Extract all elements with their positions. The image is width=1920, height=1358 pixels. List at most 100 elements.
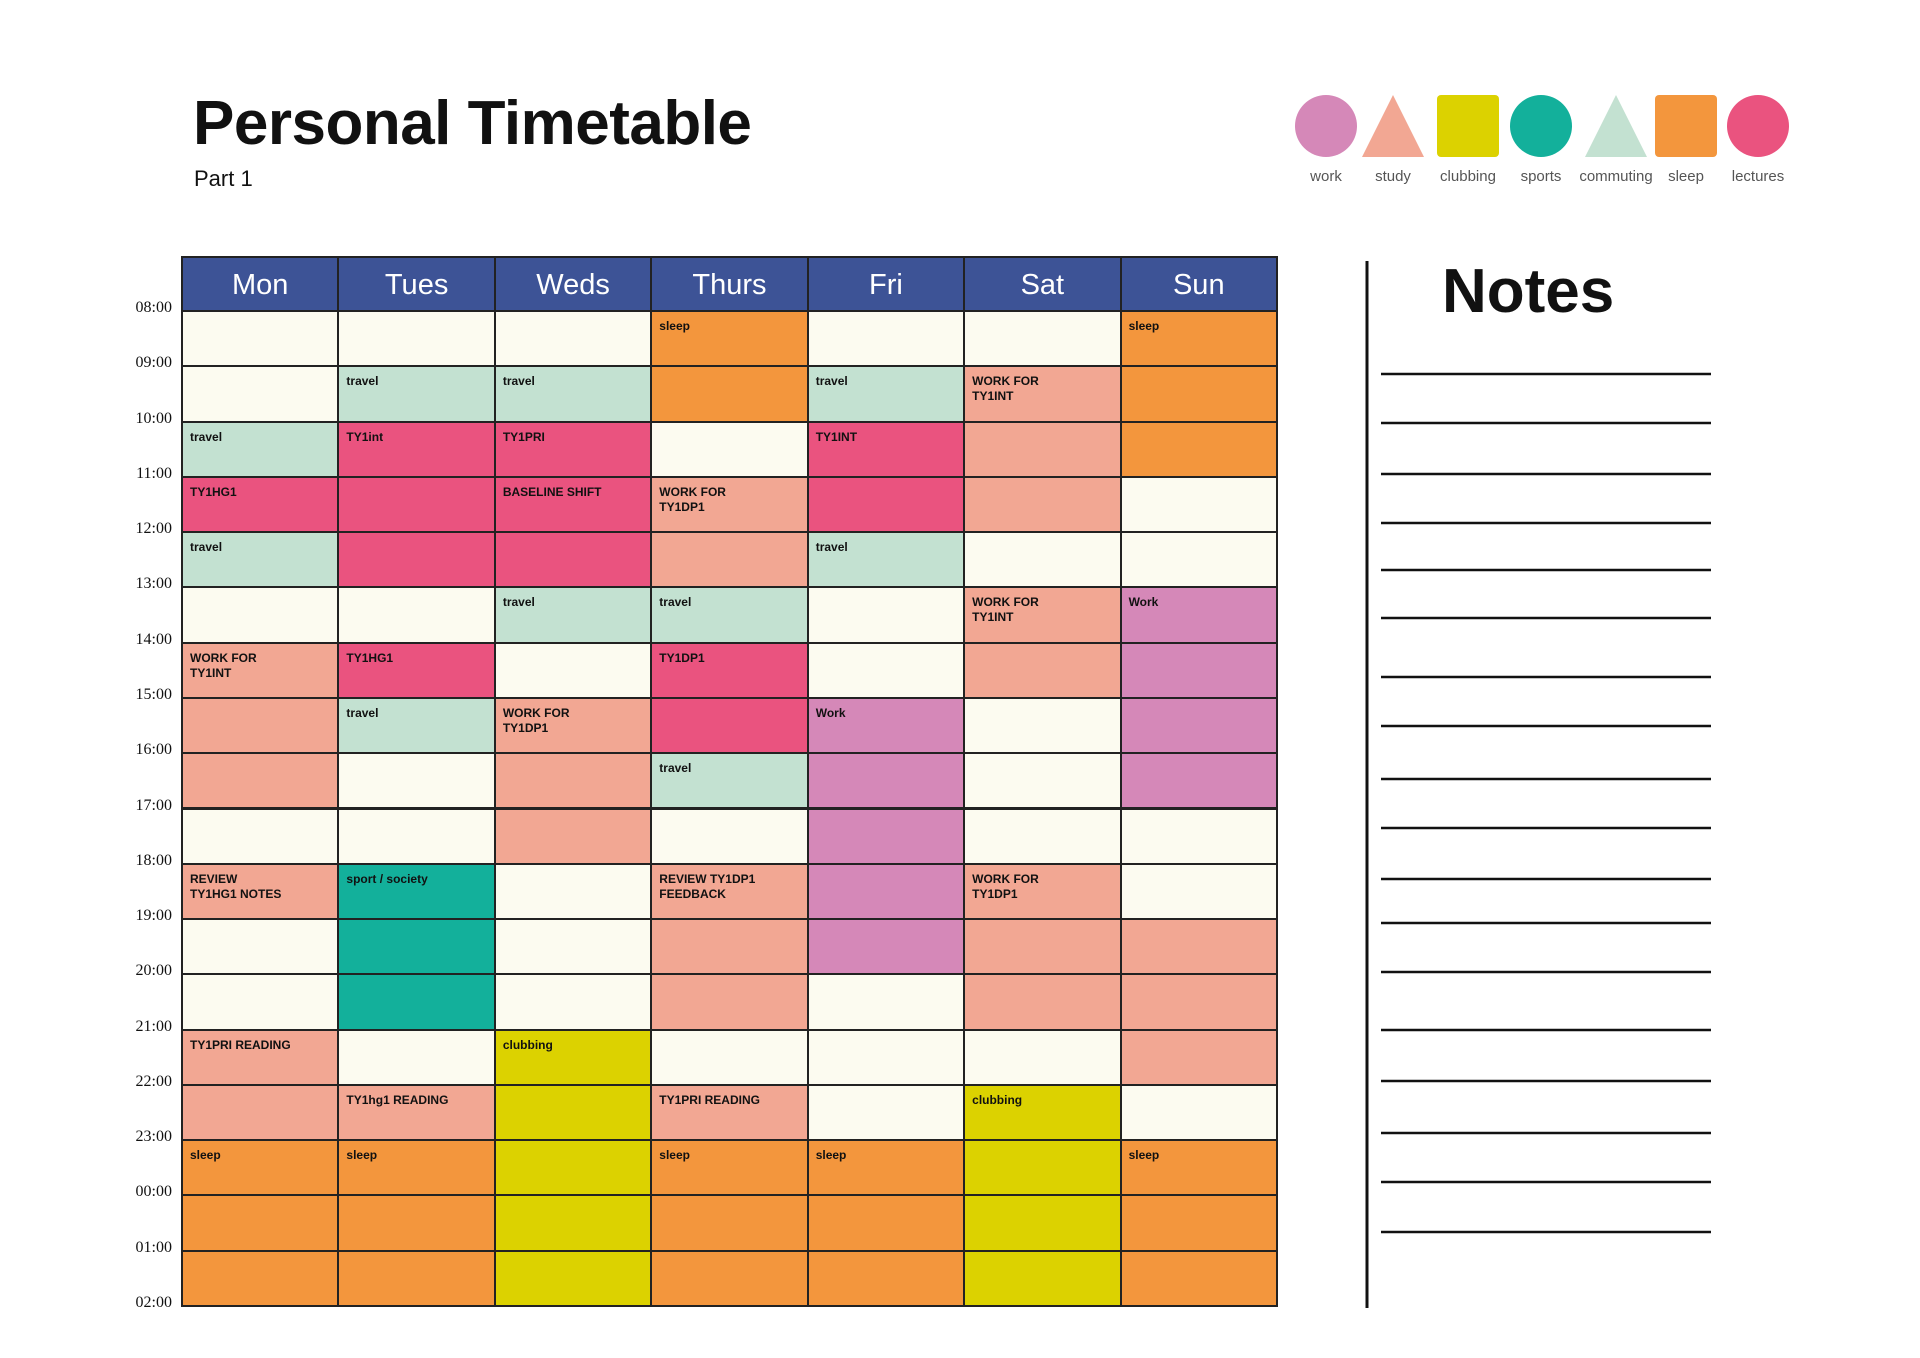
timetable-cell [337,1249,496,1307]
time-label: 23:00 [135,1128,172,1146]
day-header: Fri [806,256,966,312]
day-header: Thurs [650,256,809,312]
legend-triangle [1362,95,1424,157]
timetable-cell: sleep [337,1139,496,1197]
timetable-cell: WORK FOR TY1INT [963,365,1122,423]
legend-square [1437,95,1499,157]
cell-label: REVIEW TY1HG1 NOTES [190,871,282,901]
cell-label: TY1PRI READING [659,1092,760,1107]
cell-label: TY1int [346,429,384,444]
timetable-cell [1119,1083,1278,1142]
timetable-cell [963,752,1122,810]
timetable-cell [493,807,653,865]
cell-label: travel [815,374,848,389]
cell-label: TY1HG1 [190,484,237,499]
notes-title: Notes [1442,257,1615,326]
cell-label: sport / society [346,871,428,886]
timetable-cell [806,918,966,976]
timetable-cell [963,1249,1122,1307]
timetable-cell [1119,475,1278,534]
time-label: 20:00 [135,962,172,980]
cell-label: REVIEW TY1DP1 FEEDBACK [659,871,756,901]
cell-label: sleep [1128,319,1160,333]
cell-label: sleep [1128,1148,1160,1163]
cell-label: clubbing [972,1092,1023,1107]
cell-label: sleep [815,1148,847,1163]
time-label: 10:00 [135,409,172,427]
cell-label: WORK FOR TY1INT [972,374,1039,404]
timetable-cell [963,641,1122,699]
cell-label: BASELINE SHIFT [502,484,602,499]
timetable-cell [650,365,809,423]
timetable-cell [181,1083,340,1142]
timetable-cell [963,1194,1122,1252]
timetable-cell [493,973,653,1031]
timetable-cell [963,1139,1122,1197]
timetable-cell [493,310,653,368]
timetable-cell [337,807,496,865]
timetable-cell: TY1DP1 [650,641,809,699]
cell-label: TY1HG1 [346,650,394,665]
timetable-cell [1119,531,1278,589]
timetable-cell [337,1194,496,1252]
timetable-cell [337,531,496,589]
timetable-cell [1119,1249,1278,1307]
day-header: Weds [493,256,653,312]
timetable-cell [1119,696,1278,755]
timetable-cell [963,310,1122,368]
cell-label: WORK FOR TY1DP1 [502,705,570,735]
timetable-cell [963,420,1122,478]
timetable-cell: TY1hg1 READING [337,1083,496,1142]
cell-label: TY1PRI [502,429,545,444]
timetable-cell: TY1PRI [493,420,653,478]
timetable-cell [650,973,809,1031]
cell-label: sleep [659,319,690,333]
page-subtitle: Part 1 [194,166,253,191]
timetable-cell: TY1HG1 [337,641,496,699]
timetable-cell: Work [1119,586,1278,644]
timetable-cell: WORK FOR TY1INT [963,586,1122,644]
timetable-cell: TY1PRI READING [181,1028,340,1086]
legend-label: commuting [1579,168,1653,185]
time-label: 00:00 [135,1183,172,1201]
timetable-cell: TY1PRI READING [650,1083,809,1142]
timetable-cell [806,973,966,1031]
timetable-cell [806,1194,966,1252]
cell-label: Work [815,705,846,720]
cell-label: travel [190,429,223,444]
time-label: 16:00 [135,741,172,759]
timetable-cell [650,1028,809,1086]
timetable-cell: REVIEW TY1HG1 NOTES [181,862,340,921]
cell-label: travel [346,374,379,389]
timetable-cell: sport / society [337,862,496,921]
timetable-cell [963,973,1122,1031]
timetable-cell [337,586,496,644]
timetable-cell [181,973,340,1031]
cell-label: Work [1128,595,1159,610]
timetable-cell [806,1249,966,1307]
timetable-cell: WORK FOR TY1DP1 [650,475,809,534]
cell-label: TY1PRI READING [190,1037,291,1052]
timetable-cell [806,1083,966,1142]
timetable-cell: travel [493,586,653,644]
timetable-cell [1119,1028,1278,1086]
time-label: 15:00 [135,685,172,703]
legend-circle [1510,95,1572,157]
time-label: 09:00 [135,354,172,372]
timetable-cell [806,586,966,644]
timetable-cell [493,1139,653,1197]
time-label: 18:00 [135,851,172,869]
timetable-cell [650,696,809,755]
timetable-cell [181,586,340,644]
time-label: 22:00 [135,1072,172,1090]
cell-label: travel [190,540,223,555]
time-label: 12:00 [135,520,172,538]
legend-label: lectures [1731,168,1785,185]
cell-label: sleep [190,1148,221,1163]
legend-label: sleep [1668,168,1704,185]
timetable-cell [806,310,966,368]
timetable-cell [493,862,653,921]
cell-label: TY1INT [815,429,858,444]
